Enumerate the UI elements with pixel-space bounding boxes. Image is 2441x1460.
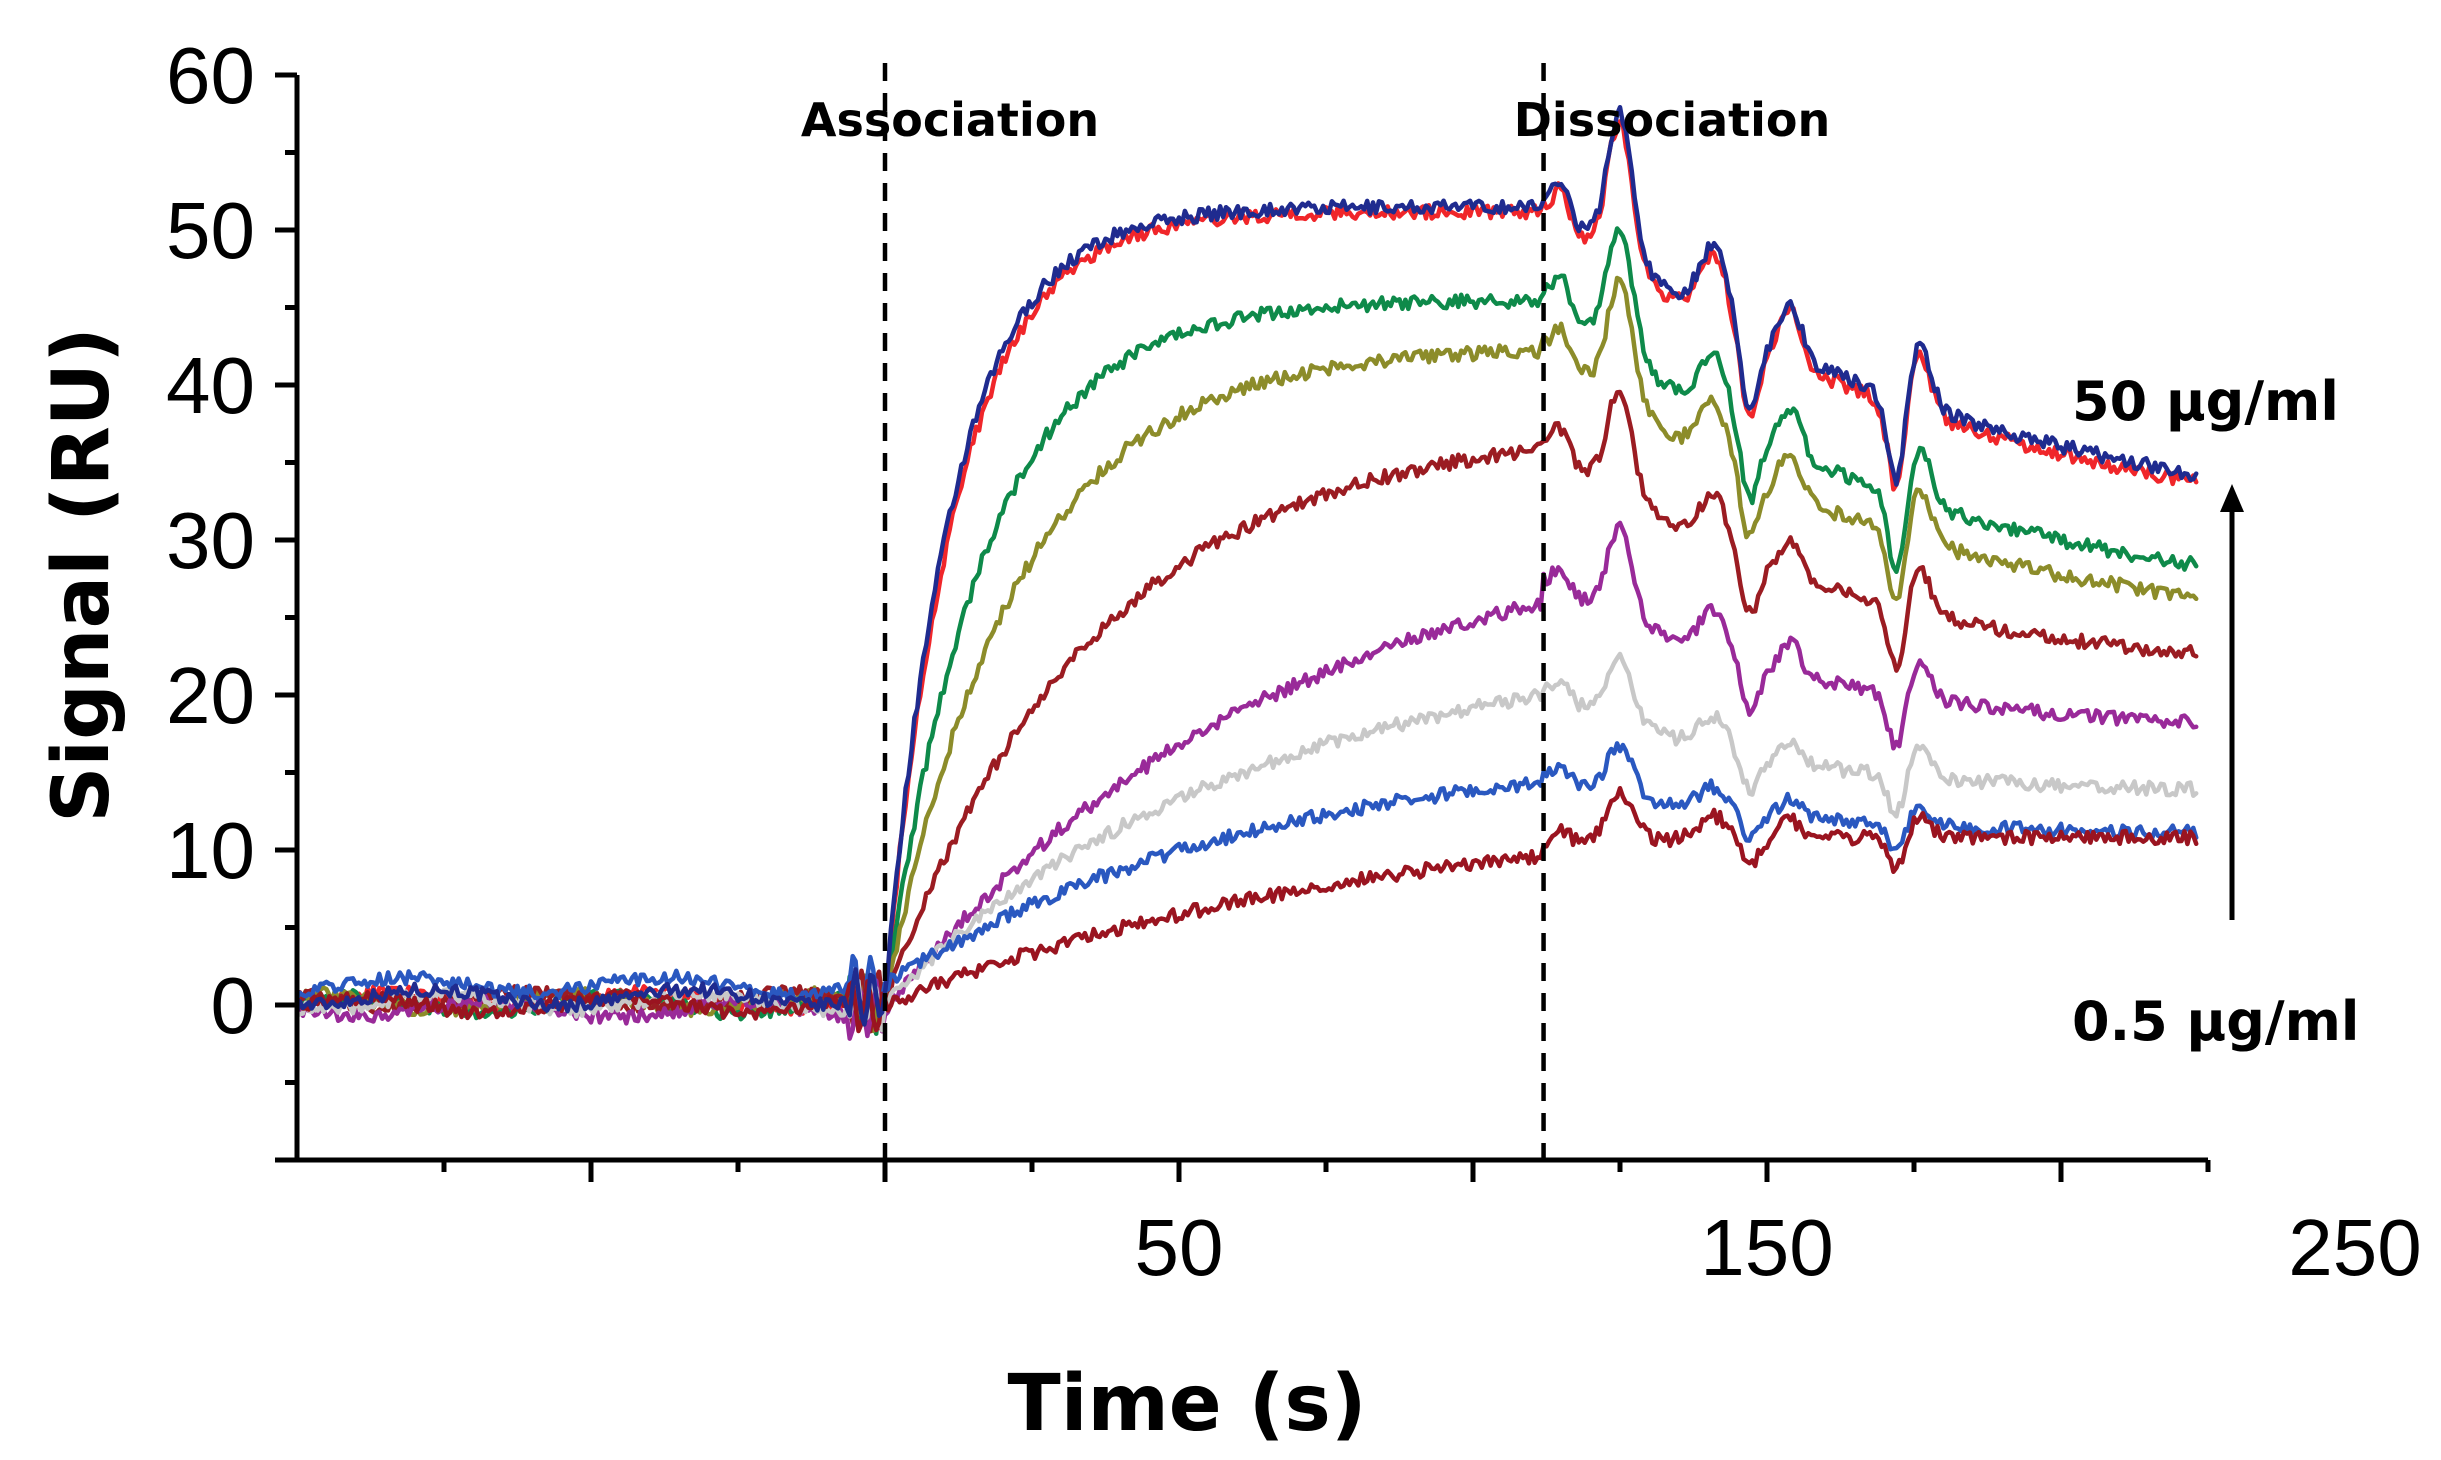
x-axis-title: Time (s): [1008, 1359, 1367, 1449]
x-tick-label: 250: [2288, 1203, 2421, 1292]
series-line: [294, 785, 2199, 1034]
x-tick-label: 50: [1135, 1203, 1224, 1292]
phase-label-association: Association: [801, 93, 1099, 147]
concentration-arrow: [2220, 484, 2244, 920]
x-tick-label: 150: [1700, 1203, 1833, 1292]
y-tick-label: 50: [166, 186, 255, 275]
series-line: [294, 104, 2199, 1027]
y-tick-label: 30: [166, 496, 255, 585]
y-tick-label: 40: [166, 341, 255, 430]
y-tick-label: 0: [211, 961, 256, 1050]
series-line: [294, 226, 2199, 1036]
concentration-low-label: 0.5 μg/ml: [2072, 990, 2359, 1053]
series-line: [294, 119, 2199, 1031]
series-line: [294, 651, 2199, 1033]
y-tick-label: 60: [166, 31, 255, 120]
phase-layer: [882, 63, 1546, 1160]
series-line: [294, 741, 2199, 1013]
y-tick-label: 20: [166, 651, 255, 740]
axis-layer: 0 10 20 30 40 50 60 50 150 250: [166, 31, 2422, 1292]
concentration-high-label: 50 μg/ml: [2072, 370, 2339, 433]
series-layer: [294, 104, 2199, 1041]
y-tick-label: 10: [166, 806, 255, 895]
phase-label-dissociation: Dissociation: [1514, 93, 1831, 147]
y-axis-title: Signal (RU): [37, 327, 127, 823]
